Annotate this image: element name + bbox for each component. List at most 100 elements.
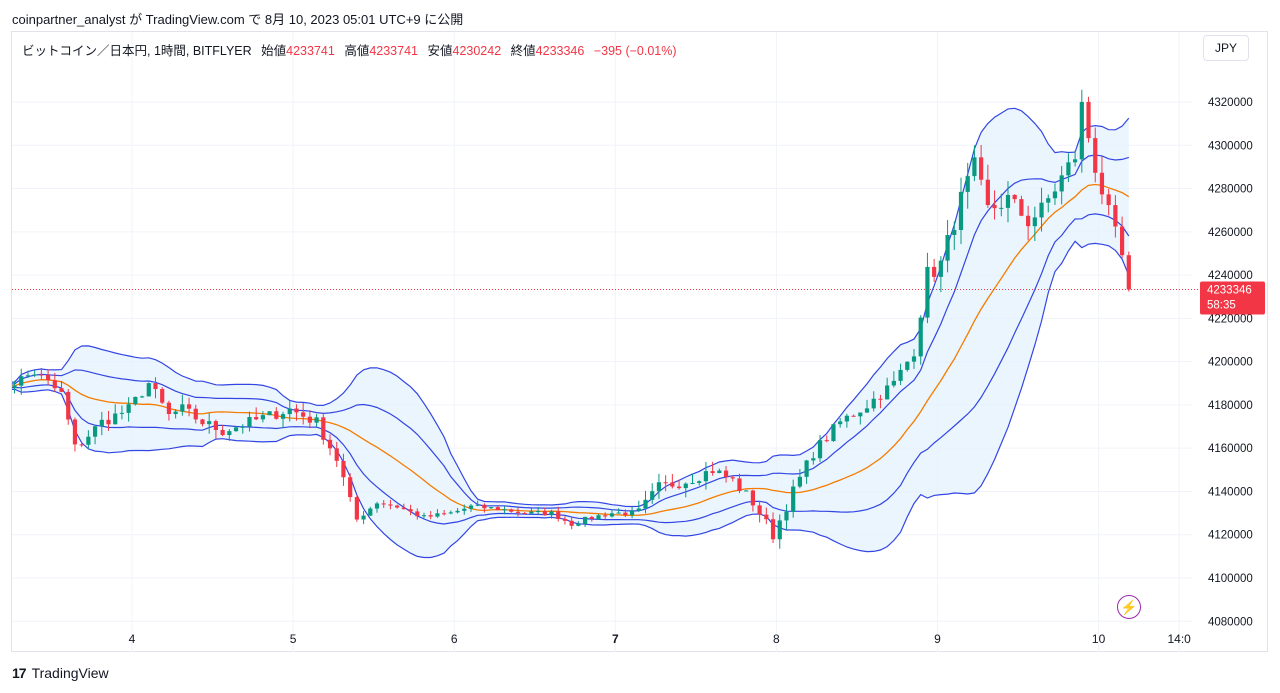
candle-body [334, 448, 339, 461]
candle-body [368, 508, 373, 516]
candle-body [509, 509, 514, 512]
candle [838, 417, 843, 428]
candle-body [891, 380, 896, 386]
brand-name: TradingView [31, 665, 109, 681]
candle-body [435, 513, 440, 517]
candle-body [186, 404, 192, 409]
candle [616, 508, 621, 514]
candle-body [744, 490, 749, 492]
candle [388, 499, 393, 510]
candle-body [1032, 217, 1037, 227]
candle-body [871, 398, 876, 409]
candle-body [240, 426, 245, 428]
candle-body [267, 411, 272, 416]
candle-body [838, 421, 843, 425]
candle-body [0, 384, 3, 398]
candle-body [1106, 194, 1111, 206]
candle-body [442, 513, 447, 515]
candle-body [395, 505, 400, 508]
candle-body [958, 191, 964, 231]
low-value: 4230242 [452, 44, 502, 58]
candle-body [193, 408, 198, 420]
candle-body [656, 482, 662, 492]
candle-body [596, 515, 601, 519]
candle-body [797, 476, 802, 487]
candle-body [1052, 191, 1058, 199]
x-tick-label: 8 [773, 632, 780, 646]
x-tick-label: 6 [451, 632, 458, 646]
candle [515, 507, 521, 517]
candle-body [19, 376, 24, 386]
candle [45, 369, 51, 386]
candle-body [52, 380, 57, 389]
candle-body [274, 411, 279, 419]
candle [650, 483, 655, 504]
candle [314, 413, 319, 427]
candle [952, 221, 957, 250]
candle [52, 372, 57, 392]
candle [1032, 206, 1037, 241]
candle-body [1093, 138, 1098, 173]
candle [1073, 150, 1078, 167]
candle [918, 315, 923, 365]
candle [119, 405, 125, 420]
candle [811, 451, 816, 465]
candle [442, 510, 447, 516]
candle-body [180, 404, 185, 412]
candle-body [911, 356, 917, 362]
candle [79, 441, 84, 448]
candle-body [582, 516, 588, 525]
candle [683, 482, 688, 498]
candle [717, 468, 722, 474]
candle-body [549, 511, 554, 516]
candle [1019, 195, 1024, 217]
candle-body [576, 524, 581, 526]
candle-body [985, 179, 990, 206]
candle [958, 177, 964, 245]
candle [1126, 251, 1131, 292]
candle [146, 382, 151, 397]
candle [1119, 216, 1125, 258]
x-tick-label: 9 [934, 632, 941, 646]
candle-body [932, 266, 937, 277]
candle [354, 495, 359, 522]
candle-body [455, 510, 460, 513]
lightning-icon[interactable]: ⚡ [1117, 595, 1141, 619]
candle-body [690, 482, 695, 484]
candle-body [1012, 194, 1017, 200]
candle-body [603, 515, 608, 517]
candle [623, 509, 628, 517]
candle-body [683, 483, 688, 489]
candle-body [213, 421, 219, 430]
candle [374, 501, 380, 513]
candle [629, 507, 635, 519]
candle [220, 425, 225, 437]
candle-body [301, 412, 306, 417]
candle-body [542, 511, 547, 516]
y-tick-label: 4080000 [1208, 616, 1253, 628]
candle [327, 434, 333, 456]
candle-body [139, 396, 145, 398]
currency-button[interactable]: JPY [1203, 35, 1249, 61]
candle-body [428, 515, 433, 517]
candle-body [173, 411, 178, 415]
candle-body [905, 361, 910, 370]
candle [126, 397, 131, 422]
candle [797, 469, 802, 489]
candle-body [710, 471, 715, 474]
candle-body [992, 205, 997, 209]
candle-body [629, 510, 635, 516]
price-tag-value: 4233346 [1207, 284, 1252, 296]
candle-body [1039, 202, 1044, 218]
candle-body [556, 511, 561, 519]
y-tick-label: 4300000 [1208, 140, 1253, 152]
bollinger-fill [12, 108, 1129, 558]
candle [1066, 153, 1071, 183]
candle-body [39, 374, 44, 376]
candle-body [670, 482, 675, 487]
candle-body [817, 440, 823, 459]
x-tick-label: 5 [290, 632, 297, 646]
candle-body [374, 503, 380, 509]
candle-body [126, 404, 131, 413]
